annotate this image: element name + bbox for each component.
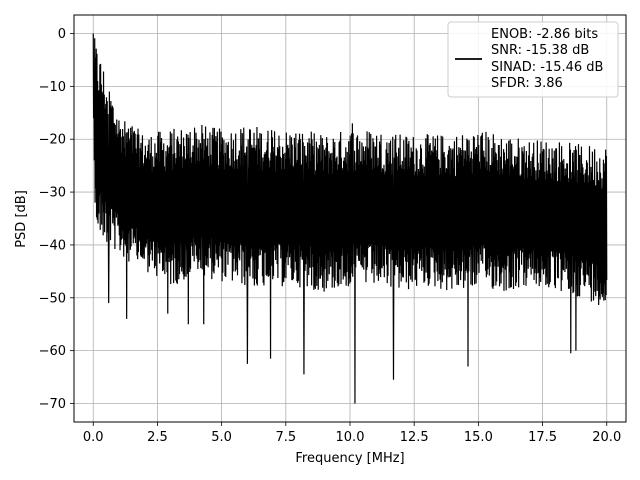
x-tick-label: 15.0 <box>464 430 493 445</box>
psd-series-line <box>92 33 608 404</box>
x-tick-label: 10.0 <box>336 430 365 445</box>
y-tick-label: −30 <box>39 186 66 201</box>
y-tick-label: −60 <box>39 344 66 359</box>
x-tick-label: 0.0 <box>83 430 104 445</box>
axes-frame <box>73 14 627 423</box>
x-tick-label: 5.0 <box>211 430 232 445</box>
y-tick-label: −40 <box>39 238 66 253</box>
plot-area <box>92 33 608 404</box>
legend: ENOB: -2.86 bits SNR: -15.38 dB SINAD: -… <box>447 21 619 98</box>
x-axis-label: Frequency [MHz] <box>295 451 404 466</box>
y-tick-label: −20 <box>39 133 66 148</box>
legend-entry-snr: SNR: -15.38 dB <box>491 43 589 58</box>
y-tick-label: −50 <box>39 291 66 306</box>
legend-entry-sfdr: SFDR: 3.86 <box>491 76 563 91</box>
axis-ticks: 0.0 2.5 5.0 7.5 10.0 12.5 15.0 17.5 20.0 0 −10 −20 −… <box>39 27 622 445</box>
x-tick-label: 17.5 <box>528 430 557 445</box>
legend-box <box>447 21 619 98</box>
y-tick-label: −10 <box>39 80 66 95</box>
x-tick-label: 7.5 <box>275 430 296 445</box>
legend-entry-sinad: SINAD: -15.46 dB <box>491 60 603 75</box>
x-tick-label: 12.5 <box>400 430 429 445</box>
y-tick-label: −70 <box>39 397 66 412</box>
legend-entry-enob: ENOB: -2.86 bits <box>491 27 598 42</box>
x-tick-label: 2.5 <box>147 430 168 445</box>
x-tick-label: 20.0 <box>592 430 621 445</box>
y-tick-label: 0 <box>58 27 66 42</box>
y-axis-label: PSD [dB] <box>14 190 29 248</box>
